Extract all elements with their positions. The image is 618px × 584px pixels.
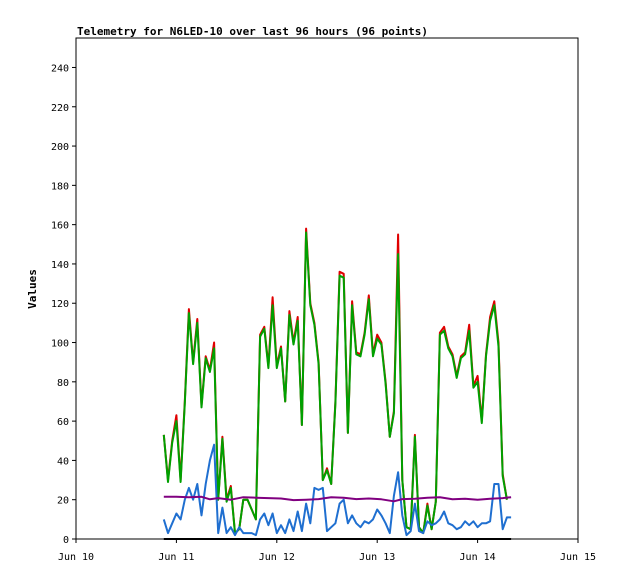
series-layer <box>162 227 512 540</box>
series-line-3 <box>163 495 512 503</box>
series-line-2 <box>162 443 512 537</box>
y-tick-label: 20 <box>57 496 69 507</box>
x-tick-label: Jun 15 <box>560 552 596 563</box>
chart-title: Telemetry for N6LED-10 over last 96 hour… <box>77 25 428 38</box>
y-tick-label: 140 <box>51 260 69 271</box>
y-tick-label: 200 <box>51 142 69 153</box>
x-tick-label: Jun 13 <box>359 552 395 563</box>
x-tick-label: Jun 12 <box>259 552 295 563</box>
x-axis: Jun 10 Jun 11 Jun 12 Jun 13 Jun 14 Jun 15 <box>58 539 596 563</box>
y-tick-label: 240 <box>51 63 69 74</box>
y-tick-label: 160 <box>51 221 69 232</box>
y-tick-label: 120 <box>51 299 69 310</box>
y-tick-label: 80 <box>57 378 69 389</box>
plot-frame <box>75 37 579 540</box>
y-tick-label: 220 <box>51 103 69 114</box>
y-tick-label: 40 <box>57 456 69 467</box>
x-tick-label: Jun 14 <box>460 552 496 563</box>
y-tick-label: 0 <box>63 535 69 546</box>
y-axis-label: Values <box>26 269 39 309</box>
y-tick-label: 60 <box>57 417 69 428</box>
y-axis: 0 20 40 60 80 100 120 140 160 180 200 220 240 <box>51 63 76 546</box>
x-tick-label: Jun 10 <box>58 552 94 563</box>
series-line-1 <box>162 231 508 535</box>
y-tick-label: 180 <box>51 181 69 192</box>
y-tick-label: 100 <box>51 339 69 350</box>
x-tick-label: Jun 11 <box>158 552 194 563</box>
